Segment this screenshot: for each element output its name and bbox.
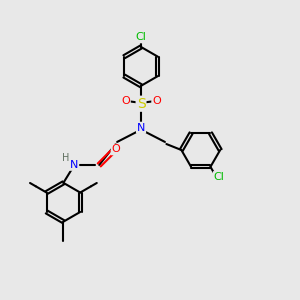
- Text: N: N: [70, 160, 78, 170]
- Text: O: O: [152, 96, 161, 106]
- Text: O: O: [112, 144, 120, 154]
- Text: N: N: [137, 123, 145, 133]
- Text: Cl: Cl: [136, 32, 146, 42]
- Text: S: S: [137, 97, 146, 111]
- Text: Cl: Cl: [214, 172, 225, 182]
- Text: H: H: [62, 153, 69, 164]
- Text: O: O: [121, 96, 130, 106]
